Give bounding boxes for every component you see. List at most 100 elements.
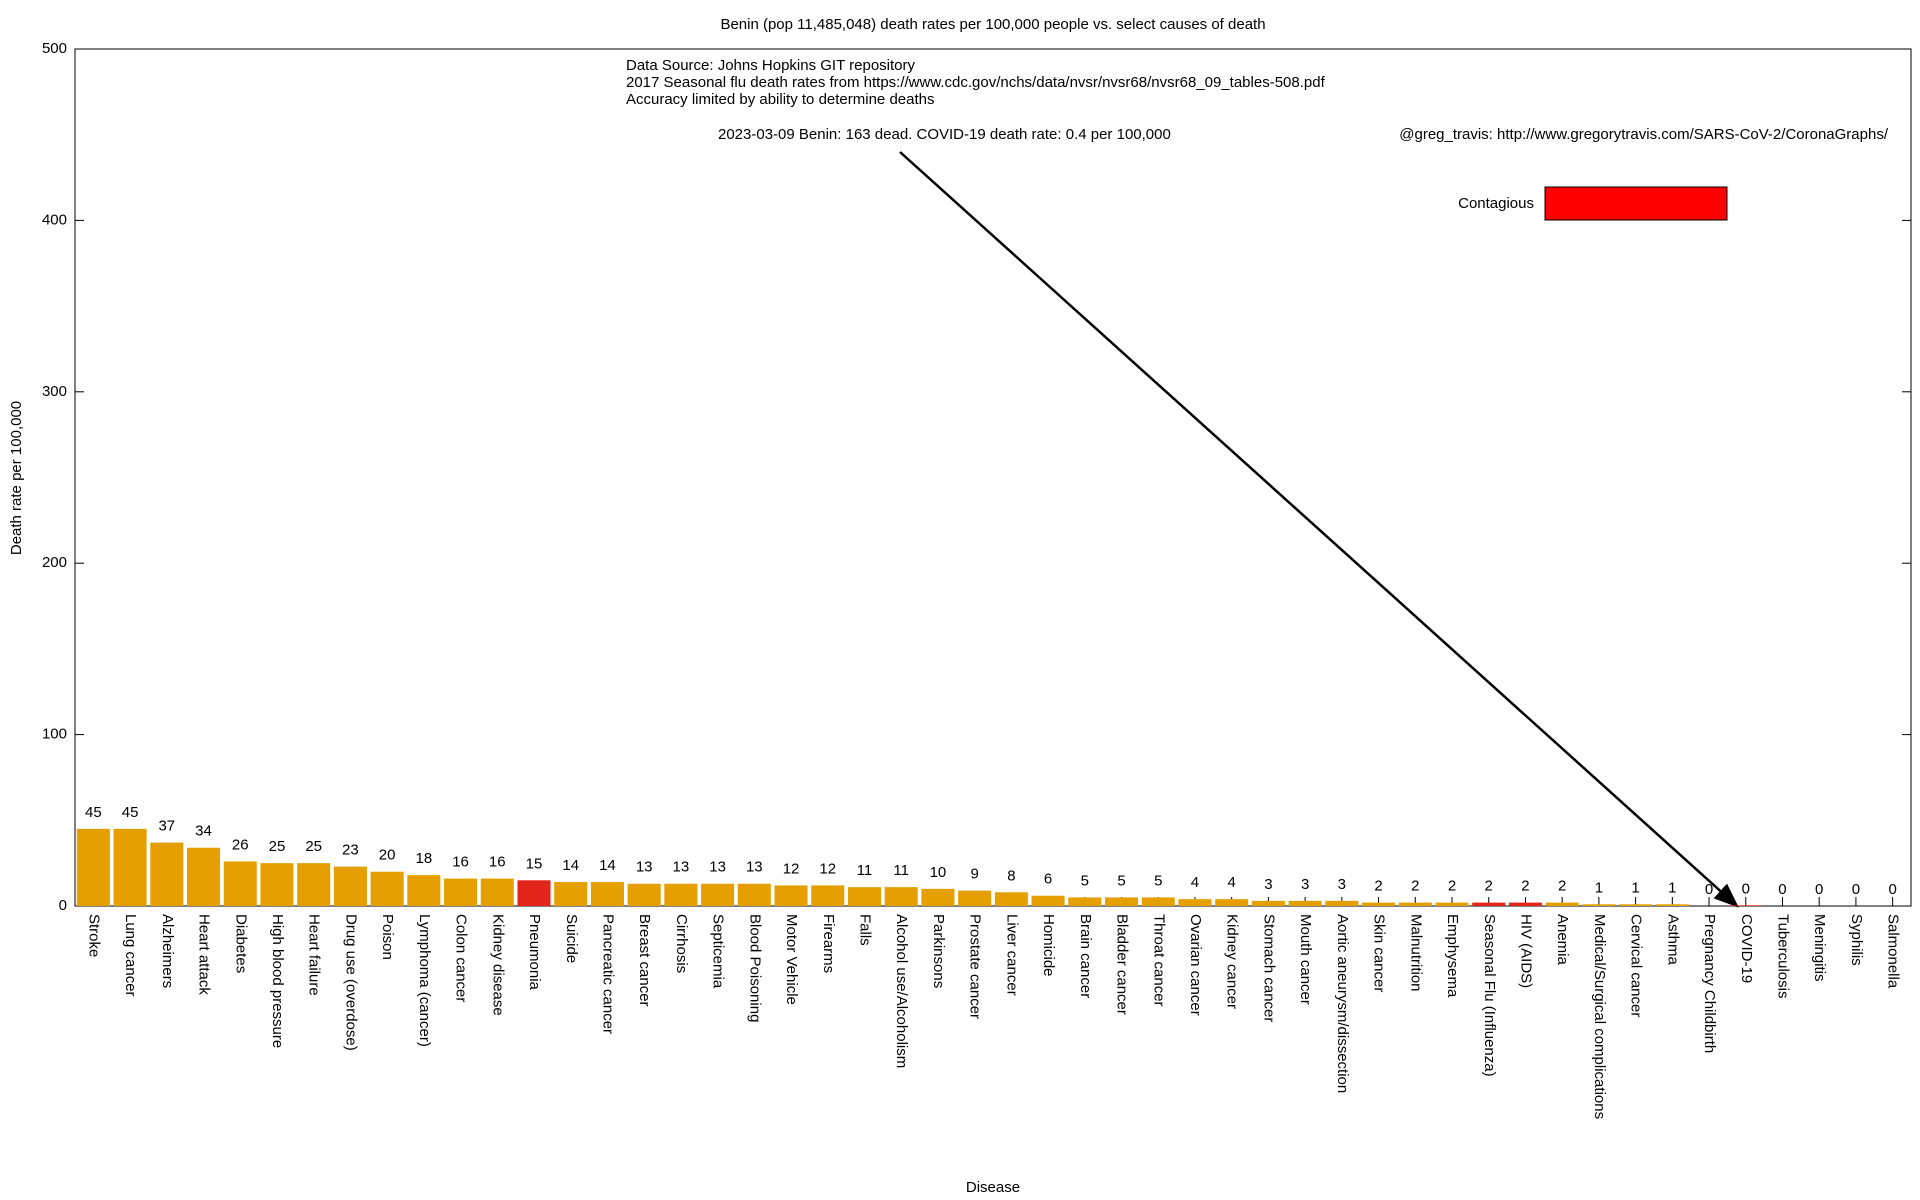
x-tick-label: COVID-19 xyxy=(1738,914,1755,983)
x-tick-label: Septicemia xyxy=(710,914,727,989)
x-tick-label: Pregnancy Childbirth xyxy=(1701,914,1718,1053)
x-tick-label: Cirrhosis xyxy=(673,914,690,973)
bar xyxy=(774,885,808,906)
x-tick-label: Kidney cancer xyxy=(1224,914,1241,1009)
value-label: 1 xyxy=(1668,879,1676,896)
value-label: 45 xyxy=(85,804,102,821)
x-tick-label: Pneumonia xyxy=(526,914,543,991)
value-label: 0 xyxy=(1888,881,1896,898)
x-tick-label: Skin cancer xyxy=(1371,914,1388,992)
bar xyxy=(1619,904,1653,906)
x-tick-label: Lung cancer xyxy=(122,914,139,997)
x-tick-label: Mouth cancer xyxy=(1297,914,1314,1005)
bar xyxy=(884,887,918,906)
value-label: 0 xyxy=(1852,881,1860,898)
value-label: 1 xyxy=(1595,879,1603,896)
x-tick-label: Firearms xyxy=(820,914,837,973)
value-label: 2 xyxy=(1411,878,1419,895)
value-label: 45 xyxy=(122,804,139,821)
bar xyxy=(480,878,514,906)
x-tick-label: Parkinsons xyxy=(930,914,947,988)
x-tick-label: Blood Poisoning xyxy=(746,914,763,1022)
chart-title: Benin (pop 11,485,048) death rates per 1… xyxy=(720,16,1265,33)
value-label: 2 xyxy=(1374,878,1382,895)
value-label: 9 xyxy=(970,866,978,883)
x-tick-label: Suicide xyxy=(563,914,580,963)
bar xyxy=(701,883,735,906)
x-tick-label: Brain cancer xyxy=(1077,914,1094,998)
x-tick-label: Colon cancer xyxy=(453,914,470,1002)
value-label: 25 xyxy=(269,838,286,855)
value-label: 13 xyxy=(709,859,726,876)
bar xyxy=(223,861,257,906)
value-label: 4 xyxy=(1191,874,1199,891)
bar xyxy=(811,885,845,906)
bar xyxy=(517,880,551,906)
value-label: 2 xyxy=(1448,878,1456,895)
bar xyxy=(1435,902,1469,906)
value-label: 0 xyxy=(1778,881,1786,898)
bar xyxy=(113,828,147,906)
bar xyxy=(554,882,588,906)
value-label: 3 xyxy=(1338,876,1346,893)
value-label: 0 xyxy=(1742,880,1750,897)
x-tick-label: High blood pressure xyxy=(269,914,286,1048)
x-tick-label: Motor Vehicle xyxy=(783,914,800,1005)
value-label: 14 xyxy=(562,857,579,874)
bar xyxy=(150,842,184,906)
x-tick-label: Pancreatic cancer xyxy=(599,914,616,1034)
bar xyxy=(1215,899,1249,906)
x-tick-label: Stroke xyxy=(85,914,102,957)
legend-label: Contagious xyxy=(1458,195,1534,212)
y-tick-label: 0 xyxy=(59,897,67,914)
bar xyxy=(1178,899,1212,906)
x-tick-label: Prostate cancer xyxy=(967,914,984,1019)
bar xyxy=(921,888,955,906)
arrow xyxy=(899,151,1739,908)
bar xyxy=(1545,902,1579,906)
value-label: 2 xyxy=(1521,878,1529,895)
x-tick-label: Meningitis xyxy=(1811,914,1828,982)
value-label: 10 xyxy=(930,864,947,881)
x-tick-label: Liver cancer xyxy=(1003,914,1020,996)
y-tick-label: 400 xyxy=(42,211,67,228)
x-tick-label: Breast cancer xyxy=(636,914,653,1007)
value-label: 3 xyxy=(1264,876,1272,893)
x-tick-label: Asthma xyxy=(1664,914,1681,966)
value-label: 34 xyxy=(195,823,212,840)
annotation: Accuracy limited by ability to determine… xyxy=(626,91,934,108)
x-tick-label: Alzheimers xyxy=(159,914,176,988)
x-tick-label: Stomach cancer xyxy=(1260,914,1277,1022)
bar xyxy=(847,887,882,906)
bar xyxy=(737,883,771,906)
bar xyxy=(1655,904,1689,906)
x-tick-label: Kidney disease xyxy=(489,914,506,1016)
bar xyxy=(260,863,294,906)
y-tick-label: 500 xyxy=(42,40,67,57)
bar xyxy=(76,828,110,906)
value-label: 2 xyxy=(1485,878,1493,895)
value-label: 2 xyxy=(1558,878,1566,895)
value-label: 13 xyxy=(636,859,653,876)
y-tick-label: 100 xyxy=(42,726,67,743)
bar xyxy=(1472,902,1506,906)
value-label: 5 xyxy=(1117,872,1125,889)
bar xyxy=(1288,900,1322,906)
bar xyxy=(1251,900,1285,906)
bar xyxy=(590,882,624,906)
bar xyxy=(1068,897,1102,906)
bar xyxy=(444,878,478,906)
x-tick-label: Medical/Surgical complications xyxy=(1591,914,1608,1119)
bar xyxy=(1582,904,1616,906)
bar xyxy=(333,866,367,906)
y-tick-label: 200 xyxy=(42,554,67,571)
x-tick-label: Anemia xyxy=(1554,914,1571,966)
value-label: 12 xyxy=(783,860,800,877)
y-tick-label: 300 xyxy=(42,383,67,400)
bar xyxy=(1104,897,1139,906)
bar xyxy=(1398,902,1432,906)
value-label: 11 xyxy=(893,862,909,879)
value-label: 5 xyxy=(1081,872,1089,889)
bar xyxy=(297,863,331,906)
